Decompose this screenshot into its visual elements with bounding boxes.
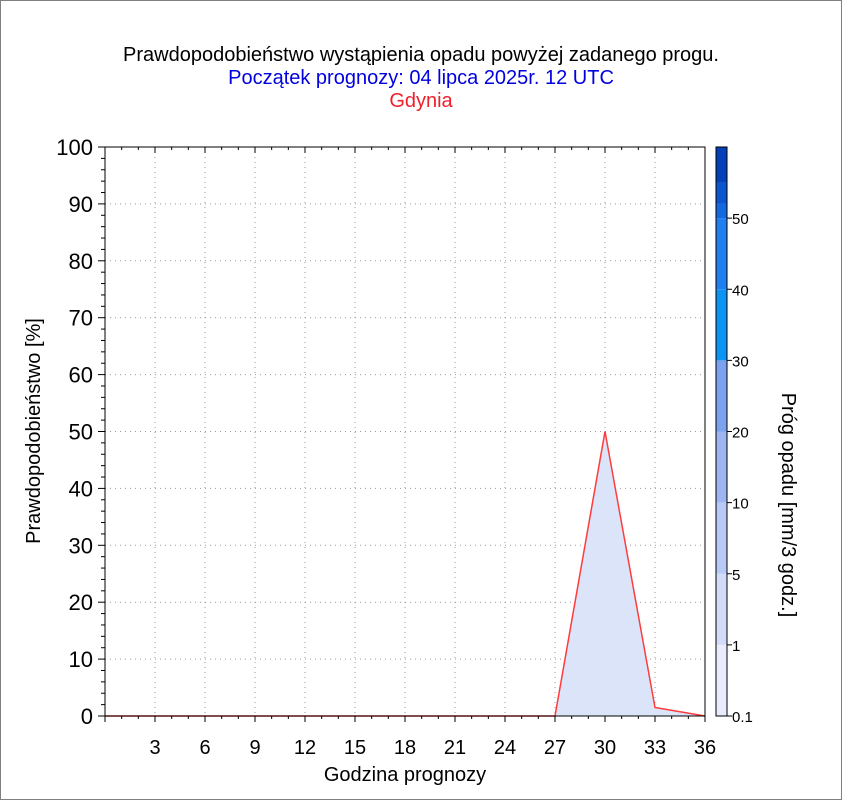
y-axis-ticks: 0 10 20 30 40 50 60 70 80 90 100 <box>56 135 105 729</box>
colorbar-tick-label: 1 <box>732 638 740 655</box>
x-tick-label: 27 <box>544 737 566 759</box>
y-tick-label: 80 <box>69 249 93 274</box>
chart-location: Gdynia <box>389 90 453 112</box>
x-tick-label: 3 <box>149 737 160 759</box>
y-tick-label: 30 <box>69 533 93 558</box>
colorbar-band <box>716 431 727 503</box>
y-axis-label: Prawdopodobieństwo [%] <box>23 318 45 544</box>
y-tick-label: 70 <box>69 306 93 331</box>
colorbar-tick-label: 20 <box>732 425 749 442</box>
series-area <box>105 431 705 716</box>
colorbar: 0.1 1 5 10 20 30 40 50 <box>715 146 753 726</box>
colorbar-tick-label: 40 <box>732 282 749 299</box>
x-tick-label: 18 <box>394 737 416 759</box>
x-tick-label: 15 <box>344 737 366 759</box>
colorbar-tick-label: 10 <box>732 496 749 513</box>
x-tick-label: 12 <box>294 737 316 759</box>
y-tick-label: 20 <box>69 590 93 615</box>
colorbar-tick-label: 5 <box>732 567 740 584</box>
colorbar-band <box>716 218 727 290</box>
colorbar-band <box>716 203 727 219</box>
colorbar-tick-label: 50 <box>732 211 749 228</box>
y-tick-label: 100 <box>56 135 93 160</box>
x-tick-label: 24 <box>494 737 516 759</box>
y-tick-label: 0 <box>81 704 93 729</box>
chart-subtitle: Początek prognozy: 04 lipca 2025r. 12 UT… <box>228 67 614 89</box>
colorbar-band <box>716 644 727 716</box>
colorbar-tick-label: 0.1 <box>732 709 753 726</box>
colorbar-band <box>716 182 727 204</box>
x-tick-label: 6 <box>199 737 210 759</box>
chart-title: Prawdopodobieństwo wystąpienia opadu pow… <box>123 44 719 66</box>
y-tick-label: 10 <box>69 647 93 672</box>
colorbar-tick-label: 30 <box>732 353 749 370</box>
y-tick-label: 60 <box>69 363 93 388</box>
x-tick-label: 21 <box>444 737 466 759</box>
colorbar-band <box>716 502 727 574</box>
y-tick-label: 50 <box>69 420 93 445</box>
y-tick-label: 40 <box>69 476 93 501</box>
y-tick-label: 90 <box>69 192 93 217</box>
colorbar-band <box>716 289 727 361</box>
colorbar-band <box>716 573 727 645</box>
colorbar-band <box>716 147 727 183</box>
x-tick-label: 33 <box>644 737 666 759</box>
x-tick-label: 9 <box>249 737 260 759</box>
x-axis-ticks: 3 6 9 12 15 18 21 24 27 30 33 36 <box>104 147 716 759</box>
x-tick-label: 36 <box>694 737 716 759</box>
colorbar-label: Próg opadu [mm/3 godz.] <box>777 393 799 618</box>
x-axis-label: Godzina prognozy <box>324 764 486 786</box>
x-tick-label: 30 <box>594 737 616 759</box>
colorbar-band <box>716 360 727 432</box>
